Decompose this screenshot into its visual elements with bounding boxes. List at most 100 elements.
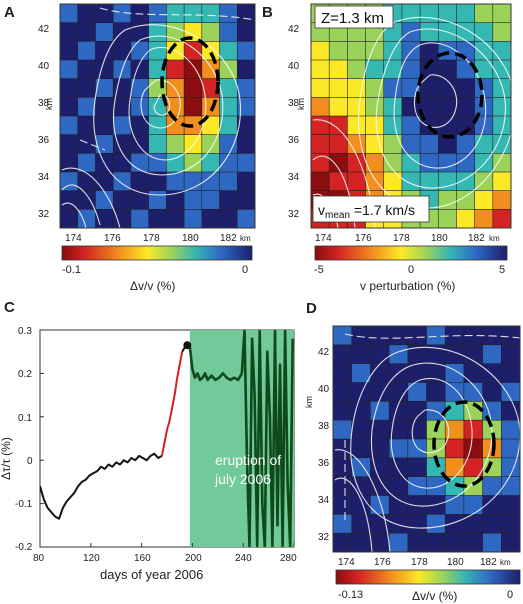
- grid-cell: [500, 363, 520, 384]
- grid-cell: [419, 134, 439, 154]
- grid-cell: [311, 97, 330, 117]
- panel-a-xtick: 178: [143, 233, 160, 244]
- grid-cell: [407, 419, 428, 440]
- panel-c-xtick: 120: [83, 553, 100, 564]
- grid-cell: [183, 97, 203, 117]
- panel-c-xtick: 80: [33, 553, 45, 564]
- grid-cell: [444, 514, 465, 534]
- grid-cell: [370, 363, 390, 384]
- panel-c-xtick: 160: [134, 553, 151, 564]
- grid-cell: [456, 97, 476, 117]
- grid-cell: [437, 153, 458, 173]
- grid-cell: [148, 190, 167, 210]
- grid-cell: [492, 22, 511, 42]
- grid-cell: [370, 326, 390, 346]
- grid-cell: [492, 134, 511, 154]
- grid-cell: [500, 532, 520, 552]
- panel-b-xtick: 180: [431, 233, 448, 244]
- grid-cell: [333, 326, 353, 346]
- grid-cell: [456, 209, 476, 228]
- grid-cell: [236, 41, 255, 61]
- panel-b-anomaly-ellipse: [416, 51, 484, 139]
- grid-cell: [370, 514, 390, 534]
- grid-cell: [201, 190, 221, 210]
- grid-cell: [419, 153, 439, 173]
- grid-cell: [219, 134, 238, 154]
- grid-cell: [236, 171, 255, 192]
- panel-d-colorbar: [335, 569, 521, 585]
- panel-c: C eruption of july 2006 0.3 0.2 0.1 0 -0…: [0, 299, 297, 582]
- panel-b-ytick: 32: [288, 209, 300, 220]
- grid-cell: [333, 363, 353, 384]
- grid-cell: [351, 382, 372, 402]
- grid-cell: [201, 209, 221, 228]
- grid-cell: [130, 115, 150, 136]
- grid-cell: [77, 59, 97, 80]
- panel-a-x-ticks: 174 176 178 180 182 km: [65, 233, 251, 244]
- grid-cell: [77, 134, 97, 154]
- panel-d-xtick: 182: [480, 557, 497, 568]
- panel-b-xtick: 178: [393, 233, 410, 244]
- panel-a-ytick: 38: [38, 98, 50, 109]
- grid-cell: [60, 134, 79, 154]
- panel-c-ytick: 0.1: [18, 413, 32, 424]
- panel-c-xtick: 200: [185, 553, 202, 564]
- grid-cell: [148, 41, 167, 61]
- grid-cell: [311, 134, 330, 154]
- grid-cell: [463, 495, 484, 515]
- grid-cell: [388, 326, 409, 346]
- panel-b-colorbar-min: -5: [314, 264, 324, 276]
- grid-cell: [492, 78, 511, 98]
- grid-cell: [500, 419, 520, 440]
- panel-d-label: D: [306, 300, 317, 317]
- grid-cell: [463, 363, 484, 384]
- grid-cell: [77, 97, 97, 117]
- grid-cell: [492, 171, 511, 192]
- panel-b-vmean-value: =1.7 km/s: [350, 202, 415, 218]
- grid-cell: [474, 41, 494, 61]
- grid-cell: [463, 532, 484, 552]
- grid-cell: [236, 190, 255, 210]
- grid-cell: [236, 209, 255, 228]
- grid-cell: [112, 115, 132, 136]
- grid-cell: [500, 495, 520, 515]
- grid-cell: [365, 115, 385, 136]
- grid-cell: [60, 59, 79, 80]
- grid-cell: [130, 134, 150, 154]
- panel-b-vmean-text: vmean =1.7 km/s: [318, 202, 415, 221]
- grid-cell: [351, 326, 372, 346]
- panel-a-ytick: 32: [38, 209, 50, 220]
- grid-cell: [60, 209, 79, 228]
- grid-cell: [407, 514, 428, 534]
- panel-c-label: C: [4, 299, 15, 316]
- grid-cell: [112, 209, 132, 228]
- panel-b-ytick: 38: [288, 98, 300, 109]
- panel-d-x-ticks: 174 176 178 180 182 km: [338, 557, 511, 568]
- grid-cell: [388, 457, 409, 478]
- grid-cell: [383, 78, 403, 98]
- panel-d-colorbar-max: 0: [507, 589, 513, 601]
- grid-cell: [474, 22, 494, 42]
- grid-cell: [492, 4, 511, 24]
- grid-cell: [77, 209, 97, 228]
- panel-d-ytick: 40: [318, 384, 330, 395]
- grid-cell: [183, 78, 203, 98]
- grid-cell: [95, 41, 114, 61]
- grid-cell: [370, 438, 390, 459]
- panel-c-xtick: 280: [280, 553, 297, 564]
- grid-cell: [219, 153, 238, 173]
- grid-cell: [166, 209, 185, 228]
- grid-cell: [401, 115, 421, 136]
- panel-b-colorbar: [314, 245, 508, 261]
- grid-cell: [437, 209, 458, 228]
- grid-cell: [463, 419, 484, 440]
- grid-cell: [351, 419, 372, 440]
- grid-cell: [426, 382, 446, 402]
- grid-cell: [328, 115, 348, 136]
- panel-b-vmean-sub: mean: [325, 210, 350, 221]
- panel-b-grid: [311, 4, 511, 228]
- panel-a-y-unit: km: [44, 98, 54, 110]
- panel-b-xtick: 182: [468, 233, 485, 244]
- panel-d-ytick: 36: [318, 458, 330, 469]
